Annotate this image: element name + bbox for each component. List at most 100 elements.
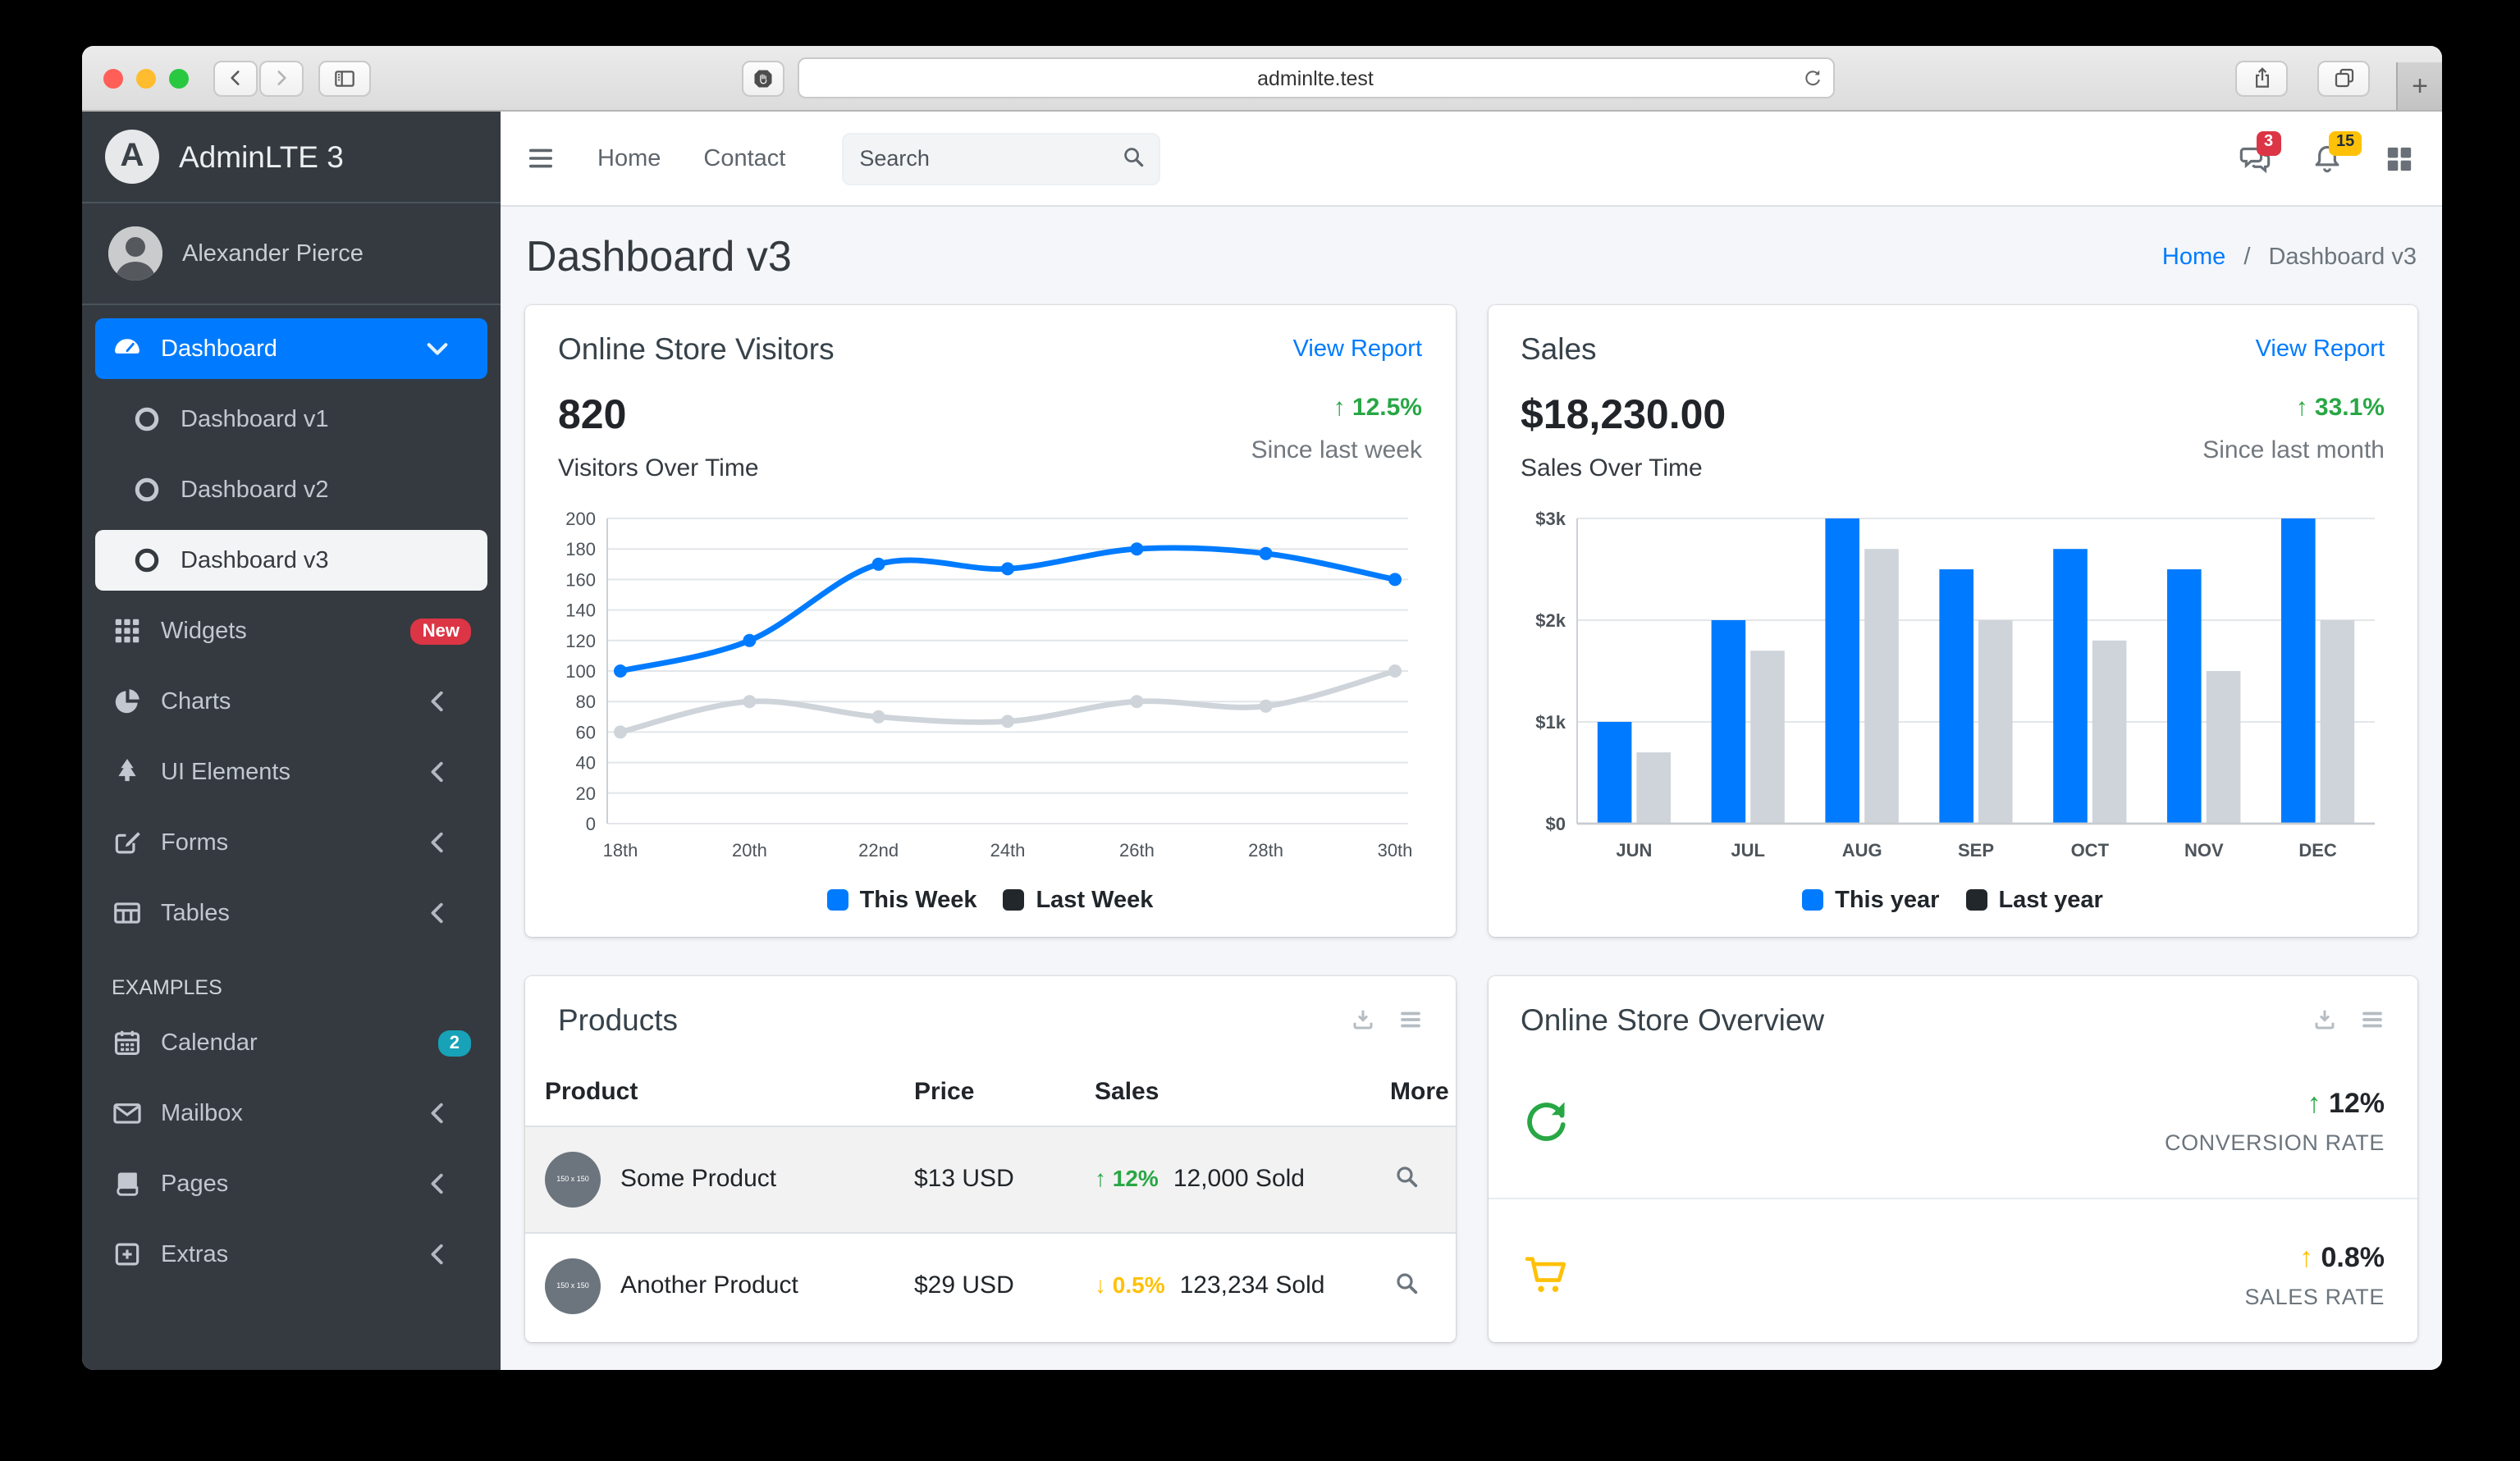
menu-toggle-icon[interactable]: [527, 146, 555, 171]
user-panel[interactable]: Alexander Pierce: [82, 203, 501, 305]
sidebar-item-mailbox[interactable]: Mailbox: [95, 1083, 487, 1144]
sales-metric: $18,230.00: [1521, 392, 1726, 438]
address-bar[interactable]: adminlte.test: [797, 57, 1834, 98]
legend-label: Last Week: [1036, 887, 1154, 913]
navbar-th-large-button[interactable]: [2383, 142, 2416, 175]
navbar-link-contact[interactable]: Contact: [703, 145, 786, 171]
svg-text:AUG: AUG: [1841, 839, 1882, 860]
legend-label: Last year: [1998, 887, 2103, 913]
product-details-button[interactable]: [1393, 1162, 1419, 1189]
close-window-button[interactable]: [103, 68, 123, 88]
visitors-line-chart: 0 20 40 60 80 100 120 140 160 180 200 18th 20th 22nd 2…: [558, 505, 1422, 877]
sales-trend-caption: Since last month: [2202, 436, 2385, 464]
card-title: Online Store Overview: [1521, 1002, 1825, 1036]
svg-text:20th: 20th: [732, 839, 767, 860]
list-icon[interactable]: [2360, 1007, 2385, 1032]
brand-logo: A: [105, 130, 159, 184]
card-title: Online Store Visitors: [558, 331, 835, 366]
visitors-legend: This Week Last Week: [558, 887, 1422, 913]
svg-text:NOV: NOV: [2184, 839, 2223, 860]
product-details-button[interactable]: [1393, 1269, 1419, 1295]
navbar-link-home[interactable]: Home: [597, 145, 661, 171]
chevron-left-icon: [422, 827, 453, 858]
sidebar-item-forms[interactable]: Forms: [95, 812, 487, 873]
overview-value: ↑ 0.8%: [2299, 1241, 2385, 1272]
sidebar-item-widgets[interactable]: Widgets New: [95, 600, 487, 661]
sidebar-item-pages[interactable]: Pages: [95, 1153, 487, 1214]
svg-text:28th: 28th: [1248, 839, 1283, 860]
sales-trend: ↑ 33.1%: [2295, 394, 2385, 422]
forward-button[interactable]: [259, 60, 304, 96]
sidebar-item-dashboard-v3[interactable]: Dashboard v3: [95, 530, 487, 591]
notification-badge: 15: [2329, 130, 2362, 155]
browser-toolbar: adminlte.test +: [82, 46, 2442, 112]
overview-label: SALES RATE: [2244, 1284, 2385, 1308]
svg-text:0: 0: [586, 813, 596, 833]
svg-text:100: 100: [565, 660, 596, 681]
legend-item[interactable]: This Week: [826, 887, 976, 913]
brand-link[interactable]: A AdminLTE 3: [82, 112, 501, 203]
svg-text:80: 80: [576, 691, 596, 711]
products-table-header: Product Price Sales More: [525, 1061, 1455, 1125]
sidebar-item-dashboard-v2[interactable]: Dashboard v2: [95, 459, 487, 520]
search-input[interactable]: [841, 132, 1160, 185]
legend-item[interactable]: Last Week: [1003, 887, 1153, 913]
reload-icon[interactable]: [1801, 67, 1823, 89]
legend-item[interactable]: Last year: [1965, 887, 2103, 913]
share-button[interactable]: [2235, 60, 2288, 96]
sidebar-item-charts[interactable]: Charts: [95, 671, 487, 732]
svg-text:26th: 26th: [1119, 839, 1155, 860]
sidebar-badge: New: [410, 618, 471, 644]
svg-text:DEC: DEC: [2298, 839, 2336, 860]
products-card: Products Product Price Sales More 150 x 150…: [525, 975, 1455, 1341]
calendar-icon: [112, 1027, 143, 1058]
user-avatar: [108, 226, 162, 281]
breadcrumb-home-link[interactable]: Home: [2161, 244, 2226, 270]
sidebar-item-calendar[interactable]: Calendar 2: [95, 1012, 487, 1073]
content-blocker-button[interactable]: [741, 60, 784, 96]
search-icon[interactable]: [1120, 144, 1145, 168]
svg-text:140: 140: [565, 600, 596, 620]
visitors-trend: ↑ 12.5%: [1333, 394, 1422, 422]
view-report-link[interactable]: View Report: [2255, 336, 2385, 363]
download-icon[interactable]: [2312, 1007, 2337, 1032]
visitors-card: Online Store Visitors View Report 820 Vi…: [525, 305, 1455, 936]
sidebar-item-ui-elements[interactable]: UI Elements: [95, 742, 487, 802]
download-icon[interactable]: [1350, 1007, 1374, 1032]
tab-overview-button[interactable]: [2317, 60, 2370, 96]
arrow-up-icon: ↑: [2295, 394, 2308, 422]
product-row: 150 x 150 Some Product $13 USD ↑ 12% 12,000 …: [525, 1125, 1455, 1231]
navbar-comments-button[interactable]: 3: [2239, 130, 2281, 175]
legend-item[interactable]: This year: [1802, 887, 1939, 913]
minimize-window-button[interactable]: [136, 68, 156, 88]
plus-square-icon: [112, 1239, 143, 1270]
sidebar-item-dashboard-v1[interactable]: Dashboard v1: [95, 389, 487, 450]
overview-body: ↑ 12% CONVERSION RATE ↑ 0.8% SALES RATE: [1488, 1054, 2417, 1341]
svg-text:OCT: OCT: [2070, 839, 2109, 860]
cart-icon: [1521, 1250, 1570, 1299]
sidebar-item-extras[interactable]: Extras: [95, 1224, 487, 1285]
tachometer-icon: [112, 333, 143, 364]
zoom-window-button[interactable]: [169, 68, 189, 88]
overview-row: ↑ 0.8% SALES RATE: [1488, 1208, 2417, 1341]
sidebar-item-dashboard[interactable]: Dashboard: [95, 318, 487, 379]
sidebar-toggle-button[interactable]: [318, 60, 371, 96]
navbar-bell-button[interactable]: 15: [2311, 130, 2362, 175]
new-tab-button[interactable]: +: [2396, 62, 2442, 110]
list-icon[interactable]: [1397, 1007, 1422, 1032]
browser-window: adminlte.test + A AdminLTE 3 Alexander P…: [82, 46, 2442, 1370]
notification-badge: 3: [2257, 130, 2281, 155]
svg-text:40: 40: [576, 752, 596, 773]
view-report-link[interactable]: View Report: [1292, 336, 1422, 363]
svg-text:$2k: $2k: [1534, 610, 1565, 630]
legend-swatch: [1802, 889, 1824, 911]
back-button[interactable]: [213, 60, 258, 96]
column-header-product: Product: [545, 1077, 638, 1105]
product-price: $29 USD: [914, 1272, 1014, 1299]
sidebar-item-label: Charts: [161, 688, 231, 715]
sidebar-item-tables[interactable]: Tables: [95, 883, 487, 943]
chevron-left-icon: [422, 1098, 453, 1129]
svg-text:180: 180: [565, 538, 596, 559]
overview-value: ↑ 12%: [2307, 1087, 2385, 1118]
sidebar-item-label: Tables: [161, 900, 230, 926]
